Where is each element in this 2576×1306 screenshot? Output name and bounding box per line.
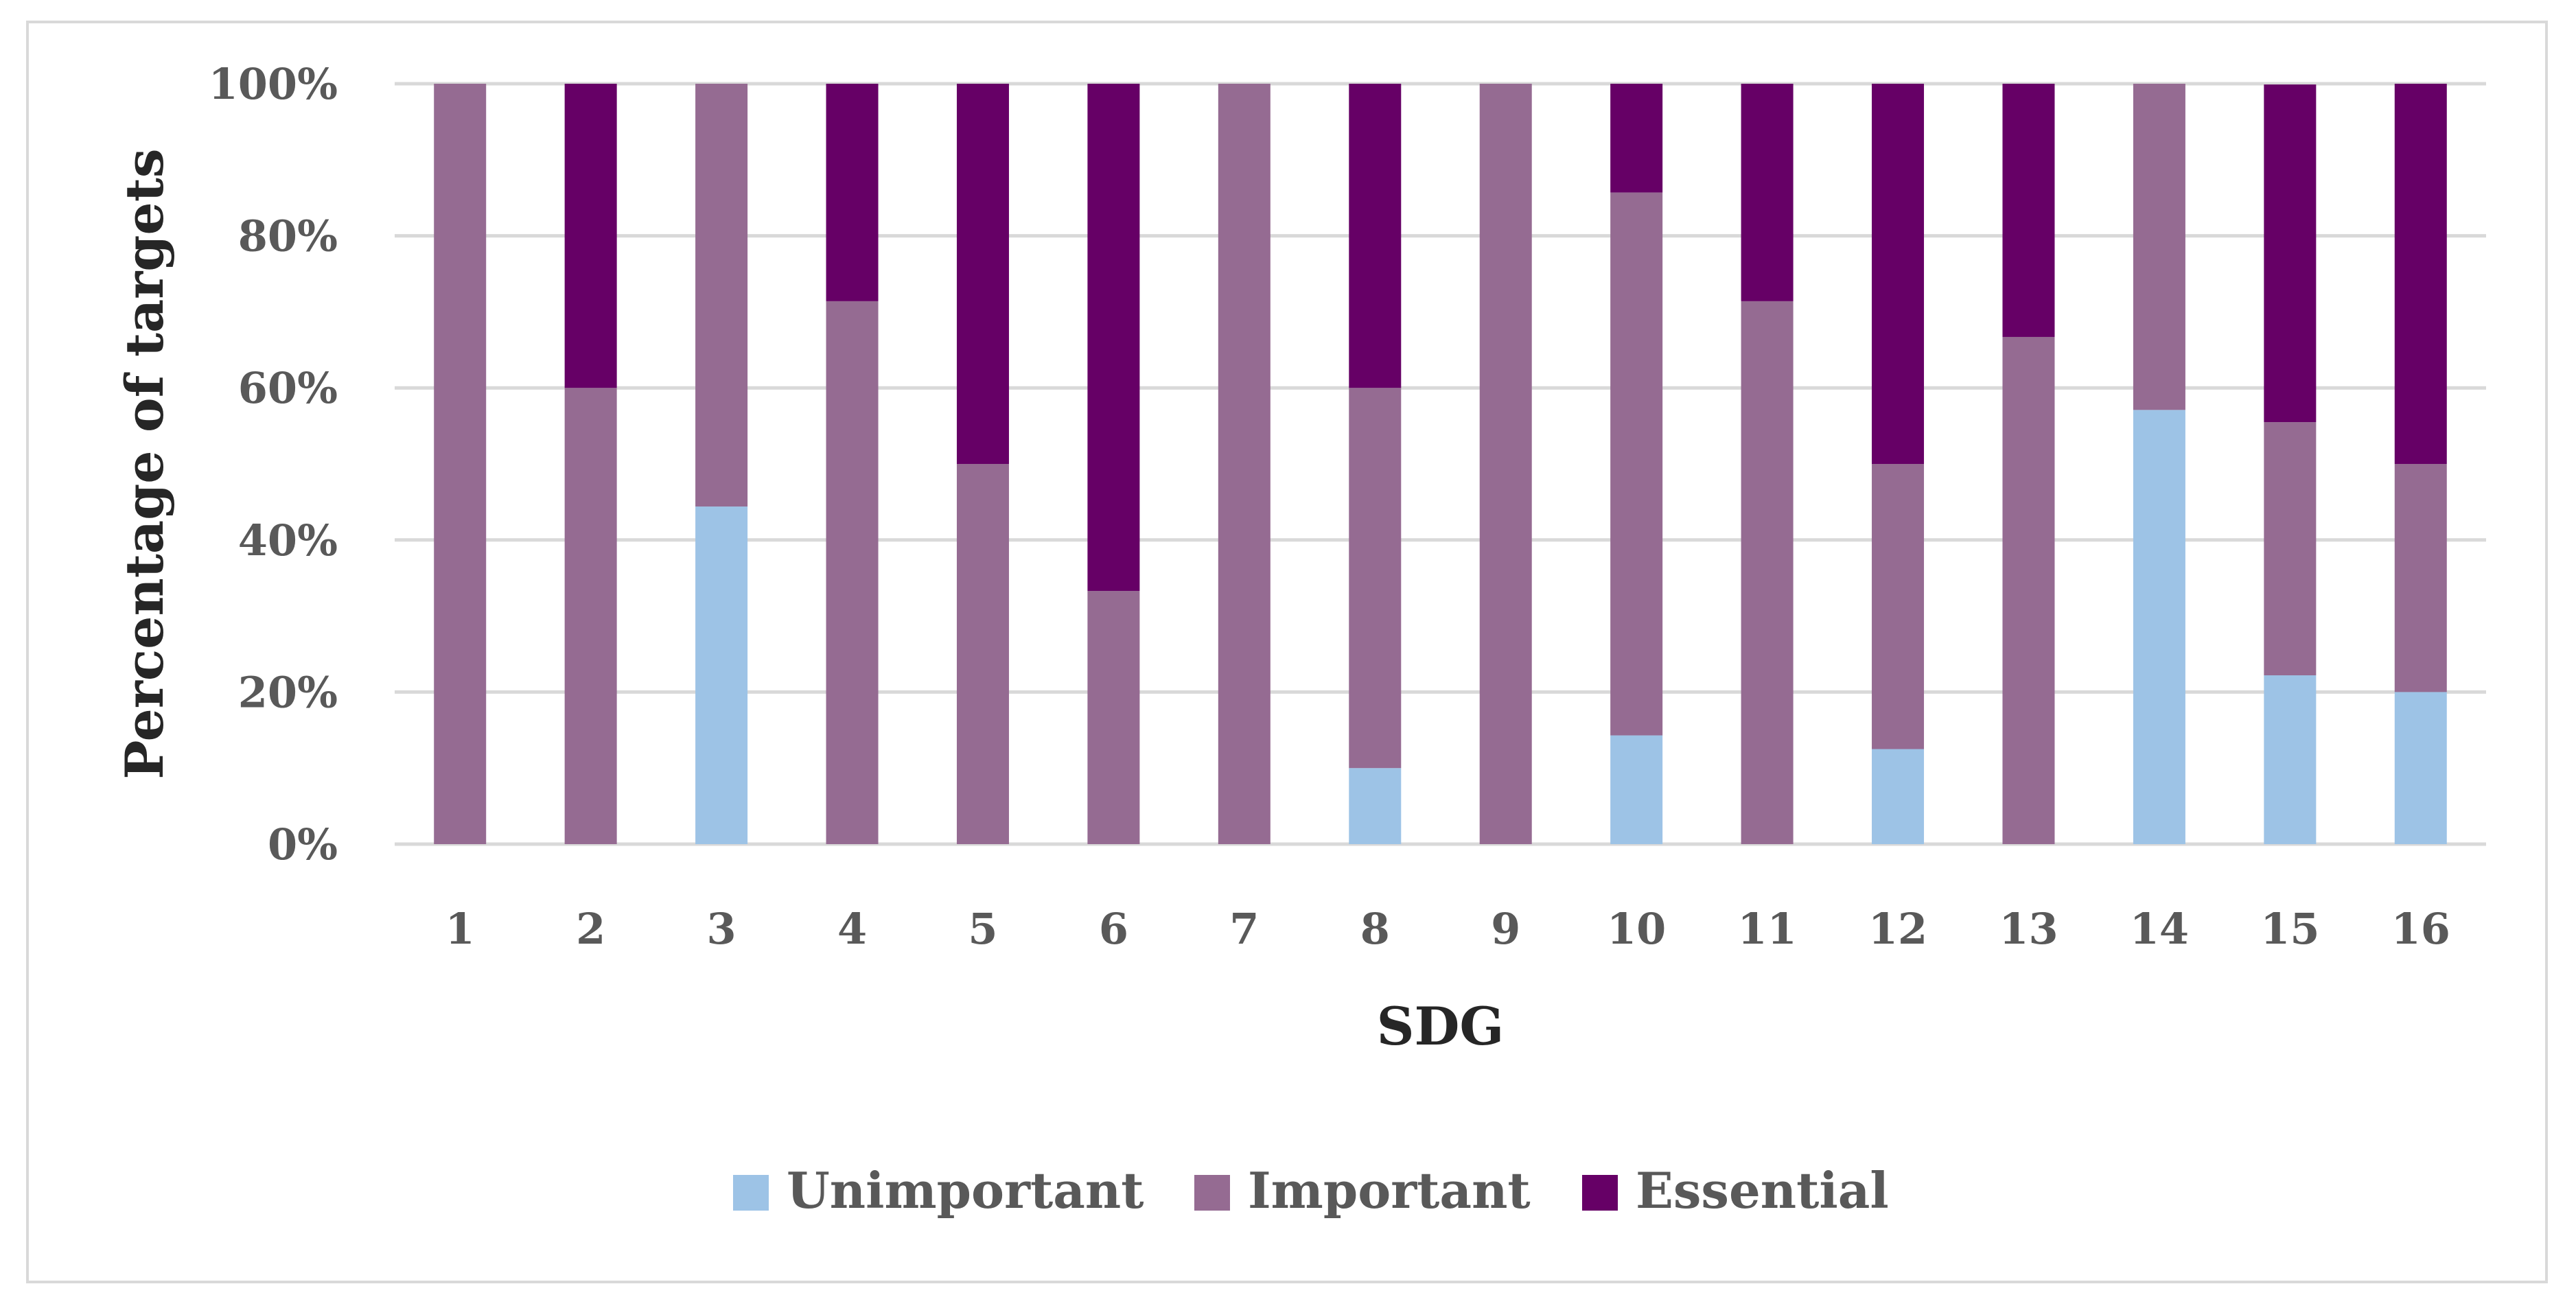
x-tick-label: 3 [707,904,736,954]
bar-segment-unimportant [695,506,748,844]
x-tick-label: 10 [1607,904,1666,954]
bar-segment-important [564,388,617,844]
bar-segment-essential [2394,84,2447,464]
bar-segment-essential [2002,84,2055,337]
bar-segment-important [1349,388,1402,769]
x-tick-label: 6 [1099,904,1128,954]
y-tick-label: 0% [268,819,338,870]
bar-segment-essential [1872,84,1925,464]
bar-segment-important [826,301,879,844]
bar-segment-important [956,464,1009,844]
bar-segment-essential [564,84,617,388]
legend-swatch-unimportant [733,1175,769,1211]
x-tick-label: 13 [1999,904,2058,954]
x-tick-label: 7 [1229,904,1259,954]
bar-segment-important [2002,336,2055,844]
x-tick-label: 11 [1737,904,1796,954]
bar-segment-important [1479,84,1532,844]
bar-segment-important [2133,84,2185,410]
x-tick-label: 9 [1491,904,1520,954]
legend-swatch-essential [1582,1175,1618,1211]
bar-segment-important [695,84,748,507]
bar-segment-important [2264,422,2317,676]
bar-segment-essential [1349,84,1402,388]
y-axis-title: Percentage of targets [114,148,175,779]
x-tick-label: 14 [2130,904,2189,954]
bar-segment-essential [1610,84,1663,193]
bar-segment-unimportant [1610,735,1663,844]
y-tick-label: 100% [209,59,338,109]
bar-segment-important [1872,464,1925,749]
bar-segment-essential [826,84,879,301]
bar-segment-important [434,84,487,844]
bar-segment-unimportant [2133,410,2185,844]
bar-segment-essential [956,84,1009,464]
bar-segment-essential [1741,84,1794,301]
bar-segment-unimportant [1349,768,1402,844]
bar-segment-unimportant [1872,749,1925,844]
x-tick-label: 5 [968,904,997,954]
x-tick-label: 1 [445,904,475,954]
bar-segment-unimportant [2394,692,2447,844]
x-tick-label: 8 [1360,904,1390,954]
legend-swatch-important [1194,1175,1230,1211]
bar-segment-unimportant [2264,675,2317,844]
bar-segment-essential [1087,84,1140,592]
y-tick-label: 20% [238,667,338,717]
bar-segment-important [1610,192,1663,736]
y-tick-label: 40% [238,515,338,565]
bar-segment-essential [2264,84,2317,423]
x-tick-label: 12 [1868,904,1927,954]
x-tick-label: 4 [837,904,867,954]
bar-segment-important [1087,591,1140,844]
legend-label-unimportant: Unimportant [787,1161,1144,1220]
x-axis-title: SDG [1377,996,1505,1057]
legend-label-essential: Essential [1636,1161,1889,1220]
legend-label-important: Important [1248,1161,1531,1220]
y-tick-label: 60% [238,363,338,413]
x-tick-label: 16 [2391,904,2450,954]
bar-segment-important [1218,84,1270,844]
x-tick-label: 2 [576,904,605,954]
bar-segment-important [2394,464,2447,692]
y-tick-label: 80% [238,211,338,261]
bar-segment-important [1741,301,1794,844]
x-tick-label: 15 [2260,904,2319,954]
